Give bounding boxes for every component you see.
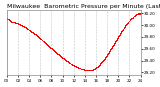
Text: Milwaukee  Barometric Pressure per Minute (Last 24 Hours): Milwaukee Barometric Pressure per Minute… (7, 4, 160, 9)
